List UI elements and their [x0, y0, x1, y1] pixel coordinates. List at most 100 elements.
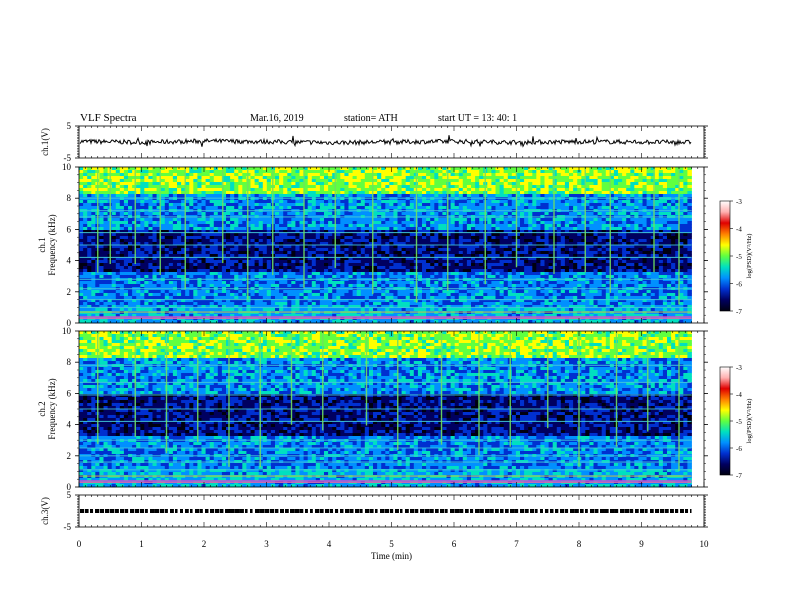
spectro-cell: [504, 218, 509, 221]
spectro-cell: [295, 179, 300, 182]
spectro-cell: [173, 170, 178, 173]
spectro-cell: [267, 170, 272, 173]
spectro-cell: [287, 194, 292, 197]
spectro-cell: [104, 203, 109, 206]
spectro-cell: [328, 182, 333, 185]
spectro-cell: [406, 218, 411, 221]
spectro-cell: [128, 221, 133, 224]
spectro-cell: [124, 182, 128, 185]
spectro-cell: [475, 203, 480, 206]
spectro-cell: [630, 170, 635, 173]
spectro-cell: [659, 176, 664, 179]
spectro-cell: [598, 182, 603, 185]
spectro-cell: [410, 173, 415, 176]
spectro-cell: [153, 212, 158, 215]
spectro-cell: [177, 191, 182, 194]
spectro-cell: [647, 185, 652, 188]
spectro-cell: [206, 218, 211, 221]
spectro-cell: [442, 182, 447, 185]
spectro-cell: [361, 221, 366, 224]
spectro-cell: [210, 203, 215, 206]
spectro-cell: [487, 170, 492, 173]
spectro-cell: [226, 185, 231, 188]
spectro-cell: [197, 212, 202, 215]
spectro-cell: [242, 167, 247, 170]
spectro-cell: [393, 167, 398, 170]
spectro-cell: [324, 200, 329, 203]
spectro-cell: [487, 212, 492, 215]
spectro-cell: [422, 194, 427, 197]
spectro-cell: [283, 221, 288, 224]
spectro-cell: [140, 191, 145, 194]
spectro-cell: [104, 191, 109, 194]
spectro-cell: [545, 173, 550, 176]
spectro-cell: [320, 206, 325, 209]
spectro-cell: [148, 170, 153, 173]
spectro-cell: [655, 188, 660, 191]
spectro-cell: [83, 173, 88, 176]
spectro-cell: [479, 167, 484, 170]
spectro-cell: [536, 206, 541, 209]
spectro-cell: [434, 203, 439, 206]
spectro-cell: [687, 182, 692, 185]
spectro-cell: [438, 191, 443, 194]
spectro-cell: [99, 206, 104, 209]
spectro-cell: [463, 188, 468, 191]
spectro-cell: [565, 185, 570, 188]
spectro-cell: [569, 206, 574, 209]
spectro-cell: [365, 191, 370, 194]
spectro-cell: [589, 191, 594, 194]
spectro-cell: [569, 221, 574, 224]
spectro-cell: [177, 185, 182, 188]
spectro-cell: [573, 185, 578, 188]
spectro-cell: [312, 212, 317, 215]
spectro-cell: [479, 221, 484, 224]
spectro-cell: [295, 212, 300, 215]
spectro-cell: [153, 224, 158, 227]
spectro-cell: [340, 194, 345, 197]
spectro-cell: [683, 203, 688, 206]
spectro-cell: [295, 194, 300, 197]
spectro-cell: [410, 203, 415, 206]
spectro-cell: [532, 206, 537, 209]
spectro-cell: [455, 194, 460, 197]
spectro-cell: [377, 218, 382, 221]
spectro-cell: [357, 194, 362, 197]
spectro-cell: [340, 176, 345, 179]
spectro-cell: [451, 188, 456, 191]
spectro-cell: [626, 221, 631, 224]
spectro-cell: [312, 191, 317, 194]
spectro-cell: [210, 200, 215, 203]
spectro-cell: [116, 191, 121, 194]
spectro-cell: [116, 176, 121, 179]
spectro-cell: [598, 170, 603, 173]
spectro-cell: [295, 185, 300, 188]
spectro-cell: [406, 200, 411, 203]
spectro-cell: [479, 206, 484, 209]
spectro-cell: [565, 203, 570, 206]
spectro-cell: [324, 170, 329, 173]
spectro-cell: [238, 212, 243, 215]
spectro-cell: [116, 194, 121, 197]
spectro-cell: [275, 170, 280, 173]
spectro-cell: [128, 185, 133, 188]
spectro-cell: [373, 173, 378, 176]
spectro-cell: [295, 206, 300, 209]
spectro-cell: [557, 191, 562, 194]
spectro-cell: [545, 221, 550, 224]
spectro-cell: [491, 191, 496, 194]
spectro-cell: [663, 200, 668, 203]
spectro-cell: [455, 212, 460, 215]
spectro-cell: [242, 191, 247, 194]
spectro-cell: [255, 194, 260, 197]
spectro-cell: [634, 200, 639, 203]
spectro-cell: [291, 218, 296, 221]
spectro-cell: [267, 185, 272, 188]
spectro-cell: [528, 185, 533, 188]
spectro-cell: [561, 176, 566, 179]
spectro-cell: [540, 212, 545, 215]
spectro-cell: [161, 212, 166, 215]
spectro-cell: [169, 170, 174, 173]
spectro-cell: [549, 170, 554, 173]
spectro-cell: [598, 173, 603, 176]
